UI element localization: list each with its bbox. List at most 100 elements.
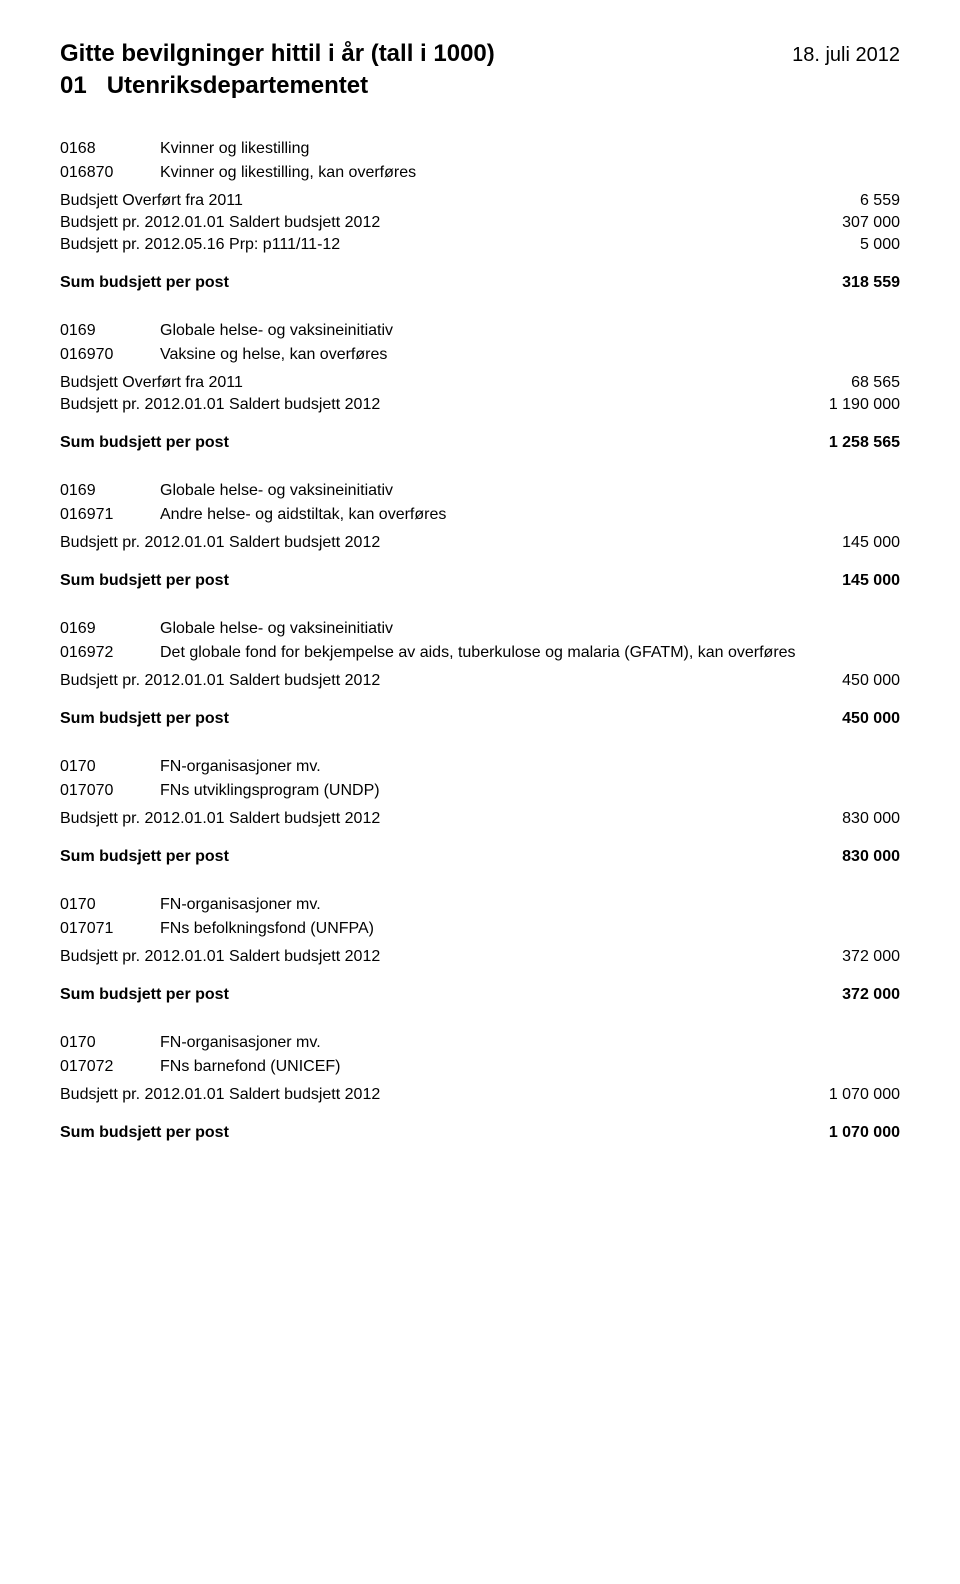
sum-row: Sum budsjett per post450 000 bbox=[60, 710, 900, 728]
entry-row: 016972Det globale fond for bekjempelse a… bbox=[60, 644, 900, 662]
entry-description: FNs barnefond (UNICEF) bbox=[160, 1058, 900, 1076]
sum-value: 318 559 bbox=[780, 274, 900, 292]
sum-label: Sum budsjett per post bbox=[60, 434, 780, 452]
entry-row: 0169Globale helse- og vaksineinitiativ bbox=[60, 482, 900, 500]
line-label: Budsjett pr. 2012.01.01 Saldert budsjett… bbox=[60, 672, 780, 690]
entry-code: 0168 bbox=[60, 140, 160, 158]
budget-section: 0168Kvinner og likestilling016870Kvinner… bbox=[60, 140, 900, 292]
entry-row: 0169Globale helse- og vaksineinitiativ bbox=[60, 322, 900, 340]
entry-block: 0168Kvinner og likestilling016870Kvinner… bbox=[60, 140, 900, 182]
entry-block: 0170FN-organisasjoner mv.017072FNs barne… bbox=[60, 1034, 900, 1076]
entry-description: FNs utviklingsprogram (UNDP) bbox=[160, 782, 900, 800]
entry-row: 0168Kvinner og likestilling bbox=[60, 140, 900, 158]
entry-description: Globale helse- og vaksineinitiativ bbox=[160, 620, 900, 638]
line-value: 1 190 000 bbox=[780, 396, 900, 414]
entry-description: Det globale fond for bekjempelse av aids… bbox=[160, 644, 900, 662]
entry-description: Kvinner og likestilling bbox=[160, 140, 900, 158]
line-value: 450 000 bbox=[780, 672, 900, 690]
line-label: Budsjett pr. 2012.01.01 Saldert budsjett… bbox=[60, 1086, 780, 1104]
sum-label: Sum budsjett per post bbox=[60, 572, 780, 590]
sections-container: 0168Kvinner og likestilling016870Kvinner… bbox=[60, 140, 900, 1142]
budget-line: Budsjett pr. 2012.01.01 Saldert budsjett… bbox=[60, 810, 900, 828]
line-value: 6 559 bbox=[780, 192, 900, 210]
sum-value: 145 000 bbox=[780, 572, 900, 590]
sum-value: 830 000 bbox=[780, 848, 900, 866]
entry-code: 0170 bbox=[60, 758, 160, 776]
budget-line: Budsjett pr. 2012.01.01 Saldert budsjett… bbox=[60, 534, 900, 552]
entry-description: Globale helse- og vaksineinitiativ bbox=[160, 482, 900, 500]
header-sub-title: Utenriksdepartementet bbox=[107, 72, 368, 99]
entry-description: FNs befolkningsfond (UNFPA) bbox=[160, 920, 900, 938]
sum-label: Sum budsjett per post bbox=[60, 848, 780, 866]
entry-code: 017072 bbox=[60, 1058, 160, 1076]
header-row: Gitte bevilgninger hittil i år (tall i 1… bbox=[60, 40, 900, 68]
sum-row: Sum budsjett per post1 070 000 bbox=[60, 1124, 900, 1142]
entry-description: Globale helse- og vaksineinitiativ bbox=[160, 322, 900, 340]
entry-block: 0169Globale helse- og vaksineinitiativ01… bbox=[60, 620, 900, 662]
line-label: Budsjett pr. 2012.01.01 Saldert budsjett… bbox=[60, 810, 780, 828]
line-label: Budsjett Overført fra 2011 bbox=[60, 192, 780, 210]
budget-section: 0169Globale helse- og vaksineinitiativ01… bbox=[60, 620, 900, 728]
budget-section: 0170FN-organisasjoner mv. 017071FNs befol… bbox=[60, 896, 900, 1004]
entry-description: FN-organisasjoner mv. bbox=[160, 896, 900, 914]
sum-row: Sum budsjett per post1 258 565 bbox=[60, 434, 900, 452]
sum-row: Sum budsjett per post318 559 bbox=[60, 274, 900, 292]
budget-line: Budsjett Overført fra 201168 565 bbox=[60, 374, 900, 392]
header-date: 18. juli 2012 bbox=[792, 44, 900, 67]
document-header: Gitte bevilgninger hittil i år (tall i 1… bbox=[60, 40, 900, 100]
entry-row: 017071FNs befolkningsfond (UNFPA) bbox=[60, 920, 900, 938]
entry-code: 016870 bbox=[60, 164, 160, 182]
entry-description: Andre helse- og aidstiltak, kan overføre… bbox=[160, 506, 900, 524]
entry-code: 016972 bbox=[60, 644, 160, 662]
entry-code: 016970 bbox=[60, 346, 160, 364]
entry-description: FN-organisasjoner mv. bbox=[160, 1034, 900, 1052]
sum-label: Sum budsjett per post bbox=[60, 1124, 780, 1142]
line-label: Budsjett pr. 2012.05.16 Prp: p111/11-12 bbox=[60, 236, 780, 254]
entry-row: 0170FN-organisasjoner mv. bbox=[60, 896, 900, 914]
sum-value: 372 000 bbox=[780, 986, 900, 1004]
entry-block: 0170FN-organisasjoner mv.017070FNs utvik… bbox=[60, 758, 900, 800]
sum-label: Sum budsjett per post bbox=[60, 986, 780, 1004]
entry-description: Vaksine og helse, kan overføres bbox=[160, 346, 900, 364]
budget-section: 0170FN-organisasjoner mv.017070FNs utvik… bbox=[60, 758, 900, 866]
entry-description: FN-organisasjoner mv. bbox=[160, 758, 900, 776]
line-label: Budsjett pr. 2012.01.01 Saldert budsjett… bbox=[60, 396, 780, 414]
budget-line: Budsjett pr. 2012.01.01 Saldert budsjett… bbox=[60, 672, 900, 690]
header-subtitle: 01 Utenriksdepartementet bbox=[60, 72, 900, 100]
line-label: Budsjett pr. 2012.01.01 Saldert budsjett… bbox=[60, 534, 780, 552]
entry-block: 0169Globale helse- og vaksineinitiativ01… bbox=[60, 322, 900, 364]
header-title: Gitte bevilgninger hittil i år (tall i 1… bbox=[60, 40, 495, 68]
budget-line: Budsjett pr. 2012.01.01 Saldert budsjett… bbox=[60, 396, 900, 414]
entry-row: 017070FNs utviklingsprogram (UNDP) bbox=[60, 782, 900, 800]
sum-label: Sum budsjett per post bbox=[60, 274, 780, 292]
sum-row: Sum budsjett per post372 000 bbox=[60, 986, 900, 1004]
line-label: Budsjett pr. 2012.01.01 Saldert budsjett… bbox=[60, 948, 780, 966]
entry-block: 0169Globale helse- og vaksineinitiativ01… bbox=[60, 482, 900, 524]
entry-code: 0169 bbox=[60, 482, 160, 500]
line-value: 5 000 bbox=[780, 236, 900, 254]
entry-row: 016971Andre helse- og aidstiltak, kan ov… bbox=[60, 506, 900, 524]
line-label: Budsjett pr. 2012.01.01 Saldert budsjett… bbox=[60, 214, 780, 232]
sum-row: Sum budsjett per post145 000 bbox=[60, 572, 900, 590]
budget-line: Budsjett pr. 2012.01.01 Saldert budsjett… bbox=[60, 1086, 900, 1104]
entry-row: 017072FNs barnefond (UNICEF) bbox=[60, 1058, 900, 1076]
line-value: 307 000 bbox=[780, 214, 900, 232]
entry-code: 016971 bbox=[60, 506, 160, 524]
budget-line: Budsjett Overført fra 20116 559 bbox=[60, 192, 900, 210]
entry-code: 017070 bbox=[60, 782, 160, 800]
entry-block: 0170FN-organisasjoner mv. 017071FNs befol… bbox=[60, 896, 900, 938]
entry-code: 0169 bbox=[60, 620, 160, 638]
sum-label: Sum budsjett per post bbox=[60, 710, 780, 728]
entry-code: 017071 bbox=[60, 920, 160, 938]
line-value: 145 000 bbox=[780, 534, 900, 552]
entry-description: Kvinner og likestilling, kan overføres bbox=[160, 164, 900, 182]
line-value: 830 000 bbox=[780, 810, 900, 828]
budget-section: 0169Globale helse- og vaksineinitiativ01… bbox=[60, 482, 900, 590]
entry-code: 0169 bbox=[60, 322, 160, 340]
budget-line: Budsjett pr. 2012.01.01 Saldert budsjett… bbox=[60, 214, 900, 232]
budget-line: Budsjett pr. 2012.05.16 Prp: p111/11-125… bbox=[60, 236, 900, 254]
entry-code: 0170 bbox=[60, 1034, 160, 1052]
budget-line: Budsjett pr. 2012.01.01 Saldert budsjett… bbox=[60, 948, 900, 966]
sum-value: 450 000 bbox=[780, 710, 900, 728]
budget-section: 0169Globale helse- og vaksineinitiativ01… bbox=[60, 322, 900, 452]
